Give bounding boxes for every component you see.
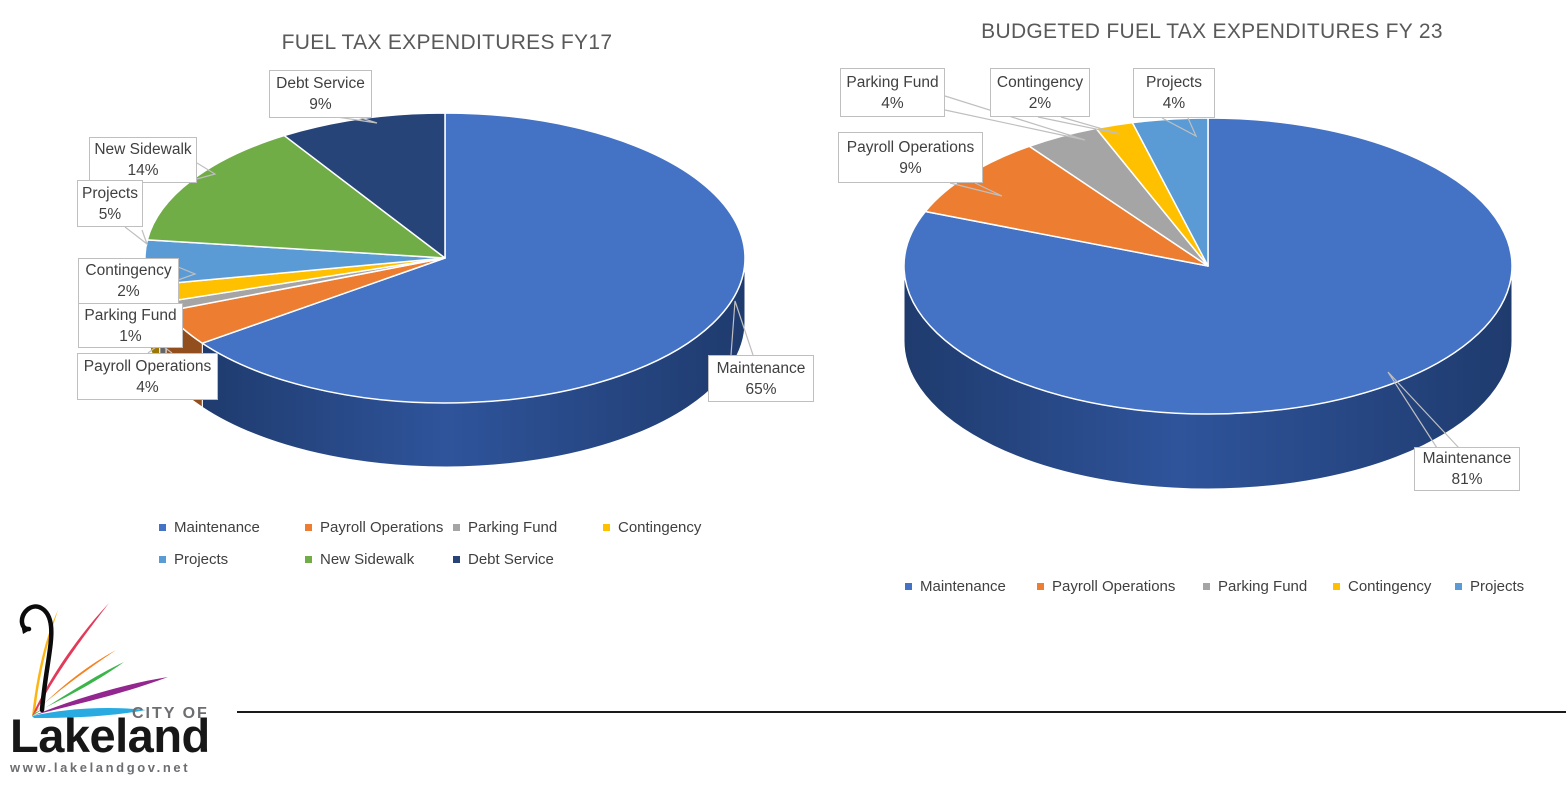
legend-swatch [159,523,166,531]
callout-payroll-operations-fy23: Payroll Operations 9% [838,132,983,183]
legend-swatch [1455,582,1462,590]
callout-new-sidewalk: New Sidewalk 14% [89,137,197,183]
pie-slice [283,112,446,259]
legend-label: Projects [1470,577,1525,595]
legend-item-projects: Projects [1455,577,1525,595]
legend-swatch [305,523,312,531]
legend-item-maintenance: Maintenance [159,518,260,536]
logo-lakeland-text: Lakeland [10,709,210,762]
legend-swatch [159,555,166,563]
separator-line [237,711,1566,713]
legend-swatch [1037,582,1044,590]
legend-label: Contingency [618,518,702,536]
legend-label: Projects [174,550,229,568]
legend-swatch [453,555,460,563]
logo-city-of-text: CITY OF [132,705,209,722]
legend-label: Contingency [1348,577,1432,595]
legend-swatch [1333,582,1340,590]
legend-swatch [905,582,912,590]
callout-maintenance-fy17: Maintenance 65% [708,355,814,402]
callout-contingency-fy23: Contingency 2% [990,68,1090,117]
legend-label: Payroll Operations [1052,577,1176,595]
legend-item-projects: Projects [159,550,229,568]
callout-projects-fy23: Projects 4% [1133,68,1215,118]
legend-swatch [1203,582,1210,590]
legend-swatch [603,523,610,531]
legend-label: Maintenance [920,577,1006,595]
legend-item-maintenance: Maintenance [905,577,1006,595]
logo-website-text: www.lakelandgov.net [10,760,191,775]
legend-item-new-sidewalk: New Sidewalk [305,550,415,568]
pie-slice [1131,117,1209,267]
callout-debt-service: Debt Service 9% [269,70,372,118]
callout-parking-fund-fy23: Parking Fund 4% [840,68,945,117]
legend-label: Payroll Operations [320,518,444,536]
callout-projects-fy17: Projects 5% [77,180,143,227]
legend-item-contingency: Contingency [1333,577,1432,595]
legend-item-parking-fund: Parking Fund [453,518,558,536]
city-of-lakeland-logo: CITY OF Lakeland www.lakelandgov.net [8,598,248,798]
legend-item-parking-fund: Parking Fund [1203,577,1308,595]
legend-label: Parking Fund [468,518,558,536]
callout-contingency-fy17: Contingency 2% [78,258,179,304]
pie-chart-fy17 [144,112,746,468]
legend-label: New Sidewalk [320,550,415,568]
pie-slice [201,112,746,404]
chart-title-fy23: BUDGETED FUEL TAX EXPENDITURES FY 23 [981,20,1443,43]
callout-parking-fund-fy17: Parking Fund 1% [78,303,183,348]
chart-title-fy17: FUEL TAX EXPENDITURES FY17 [281,31,613,54]
legend-item-payroll-operations: Payroll Operations [305,518,444,536]
swan-icon [19,603,168,718]
legend-label: Parking Fund [1218,577,1308,595]
callout-maintenance-fy23: Maintenance 81% [1414,447,1520,491]
callout-payroll-operations-fy17: Payroll Operations 4% [77,353,218,400]
legend-swatch [453,523,460,531]
legend-item-contingency: Contingency [603,518,702,536]
pie-chart-fy23 [903,117,1513,490]
legend-label: Debt Service [468,550,554,568]
legend-label: Maintenance [174,518,260,536]
legend-item-debt-service: Debt Service [453,550,554,568]
legend-item-payroll-operations: Payroll Operations [1037,577,1176,595]
legend-swatch [305,555,312,563]
